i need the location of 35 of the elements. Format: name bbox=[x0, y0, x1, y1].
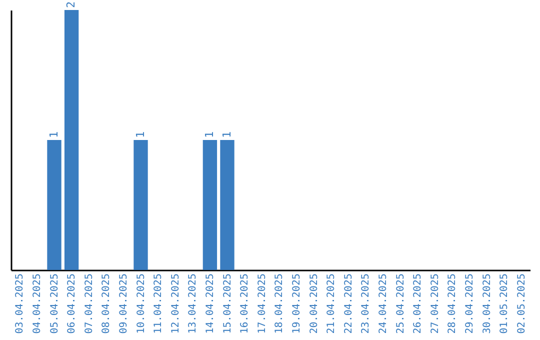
x-tick-label: 08.04.2025 bbox=[101, 274, 112, 334]
x-tick-label: 06.04.2025 bbox=[66, 274, 78, 334]
data-label: 1 bbox=[202, 131, 216, 138]
x-tick-label: 02.05.2025 bbox=[516, 274, 528, 334]
x-tick-label: 25.04.2025 bbox=[395, 274, 406, 334]
x-tick-label: 07.04.2025 bbox=[84, 274, 95, 334]
x-tick-label: 14.04.2025 bbox=[204, 274, 216, 334]
x-tick-label: 20.04.2025 bbox=[308, 274, 320, 334]
x-tick-label: 22.04.2025 bbox=[343, 274, 354, 334]
data-label: 2 bbox=[64, 1, 78, 8]
x-tick-label: 21.04.2025 bbox=[326, 274, 338, 334]
data-label: 1 bbox=[47, 131, 60, 138]
x-tick-label: 28.04.2025 bbox=[447, 274, 458, 334]
x-tick-label: 13.04.2025 bbox=[188, 274, 199, 334]
x-tick-label: 23.04.2025 bbox=[360, 274, 372, 334]
x-tick-label: 17.04.2025 bbox=[256, 274, 268, 334]
x-tick-label: 05.04.2025 bbox=[49, 274, 60, 334]
x-tick-label: 24.04.2025 bbox=[378, 274, 389, 334]
x-tick-label: 15.04.2025 bbox=[222, 274, 234, 334]
x-tick-label: 19.04.2025 bbox=[291, 274, 302, 334]
x-tick-label: 12.04.2025 bbox=[170, 274, 182, 334]
x-tick-label: 16.04.2025 bbox=[240, 274, 251, 334]
x-tick-label: 29.04.2025 bbox=[464, 274, 476, 334]
x-tick-label: 26.04.2025 bbox=[412, 274, 424, 334]
x-tick-label: 01.05.2025 bbox=[499, 274, 510, 334]
x-tick-label: 03.04.2025 bbox=[14, 274, 26, 334]
x-tick-label: 27.04.2025 bbox=[430, 274, 441, 334]
x-tick-label: 10.04.2025 bbox=[136, 274, 147, 334]
x-tick-label: 09.04.2025 bbox=[118, 274, 130, 334]
x-tick-label: 04.04.2025 bbox=[32, 274, 43, 334]
data-label: 1 bbox=[134, 131, 147, 138]
data-label: 1 bbox=[220, 131, 234, 138]
x-tick-label: 18.04.2025 bbox=[274, 274, 286, 334]
x-tick-label: 30.04.2025 bbox=[482, 274, 493, 334]
x-tick-label: 11.04.2025 bbox=[153, 274, 164, 334]
